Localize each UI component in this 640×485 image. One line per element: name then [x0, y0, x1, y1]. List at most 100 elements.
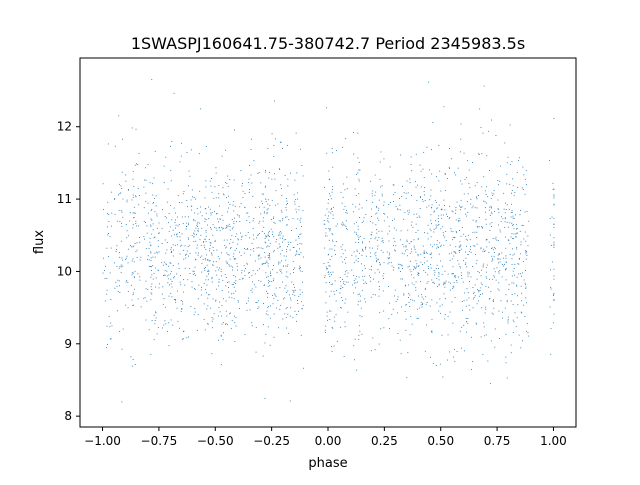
data-point — [209, 248, 211, 250]
data-point — [480, 248, 482, 250]
data-point — [388, 258, 390, 260]
data-point — [438, 224, 440, 225]
data-point — [145, 167, 146, 169]
data-point — [341, 248, 343, 250]
data-point — [279, 262, 281, 264]
data-point — [493, 247, 495, 248]
data-point — [226, 252, 228, 254]
data-point — [132, 197, 134, 198]
data-point — [327, 254, 329, 256]
data-point — [265, 272, 267, 274]
data-point — [215, 274, 217, 276]
data-point — [431, 206, 433, 208]
data-point — [201, 215, 203, 217]
data-point — [364, 265, 365, 267]
data-point — [150, 286, 152, 288]
data-point — [459, 266, 461, 267]
data-point — [402, 278, 403, 280]
data-point — [461, 278, 463, 279]
data-point — [269, 243, 271, 245]
data-point — [136, 257, 138, 258]
data-point — [145, 222, 146, 223]
data-point — [505, 268, 507, 270]
data-point — [461, 227, 463, 228]
data-point — [205, 212, 207, 214]
data-point — [459, 241, 461, 243]
data-point — [453, 273, 454, 275]
data-point — [223, 332, 224, 334]
data-point — [276, 239, 278, 240]
data-point — [397, 208, 399, 210]
data-point — [391, 265, 393, 267]
data-point — [148, 266, 150, 268]
data-point — [145, 179, 147, 181]
data-point — [110, 338, 112, 340]
data-point — [286, 271, 288, 273]
data-point — [230, 239, 232, 240]
data-point — [193, 219, 195, 221]
data-point — [155, 205, 157, 207]
data-point — [366, 283, 367, 284]
data-point — [286, 224, 288, 226]
data-point — [423, 270, 425, 271]
data-point — [290, 242, 292, 243]
data-point — [499, 338, 500, 339]
data-point — [266, 209, 268, 211]
data-point — [504, 227, 506, 228]
data-point — [445, 240, 447, 241]
data-point — [156, 251, 158, 253]
data-point — [379, 263, 381, 265]
data-point — [170, 278, 172, 280]
data-point — [166, 201, 168, 203]
data-point — [375, 294, 376, 296]
data-point — [393, 245, 394, 247]
data-point — [268, 279, 270, 281]
data-point — [400, 271, 401, 272]
data-point — [115, 281, 117, 283]
data-point — [225, 310, 227, 312]
data-point — [245, 249, 247, 250]
data-point — [186, 253, 187, 255]
data-point — [137, 273, 139, 275]
data-point — [476, 278, 478, 280]
data-point — [301, 226, 302, 227]
data-point — [374, 349, 376, 351]
data-point — [211, 320, 213, 322]
data-point — [378, 286, 380, 287]
data-point — [498, 289, 500, 291]
data-point — [432, 282, 434, 284]
data-point — [347, 281, 349, 283]
data-point — [229, 226, 231, 227]
data-point — [212, 246, 214, 248]
data-point — [443, 106, 445, 108]
data-point — [150, 257, 152, 259]
data-point — [358, 161, 360, 163]
data-point — [168, 274, 170, 276]
data-point — [154, 252, 156, 254]
data-point — [507, 156, 509, 158]
data-point — [347, 272, 349, 274]
data-point — [227, 324, 228, 326]
data-point — [150, 251, 152, 253]
data-point — [511, 282, 513, 284]
data-point — [153, 273, 155, 274]
data-point — [330, 212, 332, 214]
data-point — [516, 228, 517, 230]
data-point — [109, 272, 111, 274]
data-point — [187, 279, 189, 281]
data-point — [158, 251, 160, 253]
data-point — [228, 296, 230, 298]
data-point — [507, 239, 509, 241]
data-point — [279, 287, 281, 289]
data-point — [278, 263, 279, 265]
data-point — [327, 218, 329, 219]
data-point — [528, 220, 530, 222]
data-point — [422, 304, 423, 305]
data-point — [154, 150, 156, 152]
data-point — [228, 207, 229, 209]
data-point — [215, 300, 217, 302]
data-point — [240, 170, 242, 172]
data-point — [167, 278, 169, 280]
data-point — [416, 200, 418, 202]
data-point — [128, 235, 129, 237]
